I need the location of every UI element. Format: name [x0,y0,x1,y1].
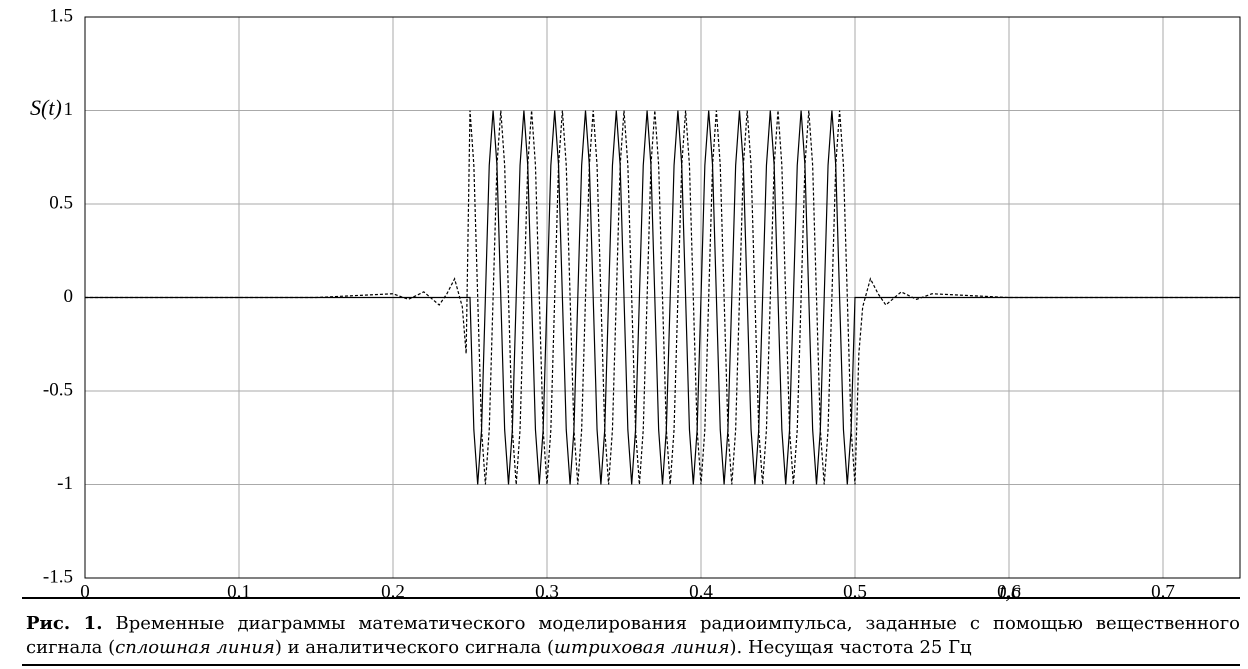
y-tick-label: 0.5 [49,192,73,213]
x-tick-label: 0 [80,581,90,602]
x-tick-label: 0.6 [997,581,1021,602]
x-axis-label: t,c [999,578,1021,603]
series-line [85,110,1240,485]
x-tick-label: 0.4 [689,581,713,602]
x-tick-label: 0.5 [843,581,867,602]
y-tick-label: -0.5 [43,379,73,400]
caption-text: сплошная линия [115,637,275,658]
y-tick-label: -1 [57,473,73,494]
y-tick-label: 0 [64,286,74,307]
y-tick-label: 1 [64,99,74,120]
caption-text: ) и аналитического сигнала ( [274,637,554,658]
y-tick-label: 1.5 [49,5,73,26]
x-tick-label: 0.7 [1151,581,1175,602]
caption: Рис. 1. Временные диаграммы математическ… [26,612,1240,660]
y-tick-label: -1.5 [43,566,73,587]
caption-label: Рис. 1. [26,613,103,634]
caption-text: ). Несущая частота 25 Гц [729,637,972,658]
caption-text: штриховая линия [554,637,730,658]
caption-text: Временные диаграммы математического моде… [26,613,1241,658]
x-tick-label: 0.1 [227,581,251,602]
y-axis-label: S(t) [30,95,62,120]
series-line [85,110,1240,485]
x-tick-label: 0.2 [381,581,405,602]
x-tick-label: 0.3 [535,581,559,602]
